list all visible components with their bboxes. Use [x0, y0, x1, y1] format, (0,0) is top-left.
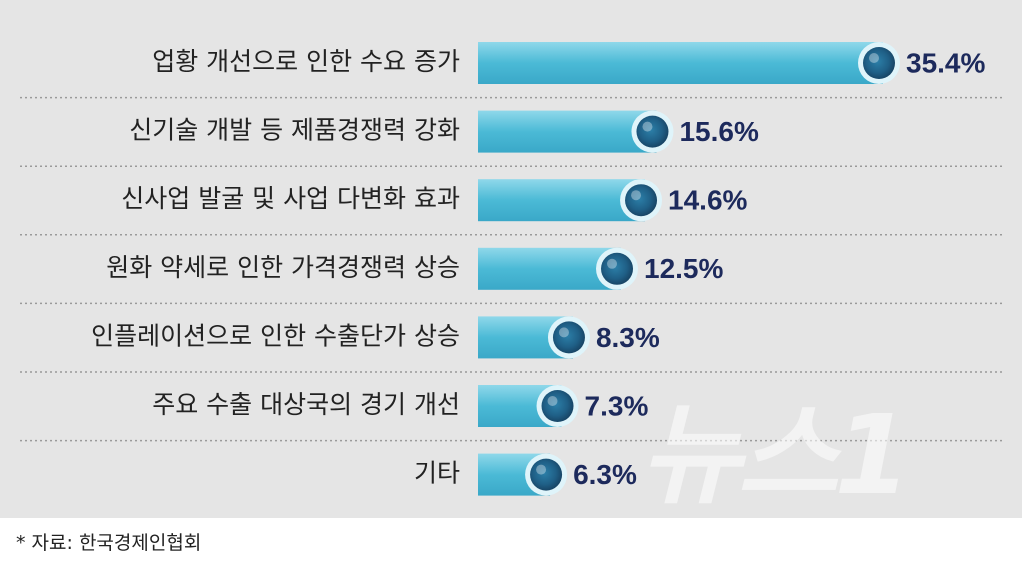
bar-end-highlight [607, 258, 618, 269]
value-label: 15.6% [679, 116, 758, 147]
value-label: 7.3% [585, 390, 649, 421]
bar-end-highlight [547, 396, 558, 406]
bar [478, 179, 646, 222]
bar-end-highlight [642, 121, 653, 132]
category-label: 기타 [414, 459, 460, 488]
category-label: 인플레이션으로 인한 수출단가 상승 [91, 321, 460, 350]
bar-end-knob [863, 47, 895, 79]
bar [478, 110, 657, 153]
bar [478, 42, 883, 84]
value-label: 14.6% [668, 185, 747, 216]
bar-end-knob [625, 184, 658, 217]
watermark: 뉴스1 [640, 391, 911, 519]
bar-end-knob [601, 252, 634, 285]
bar-end-knob [552, 321, 585, 354]
bar-end-highlight [631, 190, 642, 201]
bar-end-highlight [536, 464, 547, 475]
category-label: 원화 약세로 인한 가격경쟁력 상승 [106, 253, 460, 282]
value-label: 8.3% [596, 322, 660, 353]
bar-end-knob [541, 390, 574, 422]
source-note: * 자료: 한국경제인협회 [16, 532, 202, 554]
category-label: 신사업 발굴 및 사업 다변화 효과 [121, 184, 460, 213]
category-label: 주요 수출 대상국의 경기 개선 [152, 390, 460, 419]
bar-end-knob [530, 458, 563, 491]
category-label: 업황 개선으로 인한 수요 증가 [152, 47, 460, 76]
bar-chart: 업황 개선으로 인한 수요 증가 35.4% 신기술 개발 등 제품경쟁력 강화 15… [20, 42, 1002, 496]
category-label: 신기술 개발 등 제품경쟁력 강화 [129, 116, 460, 145]
value-label: 6.3% [573, 459, 637, 490]
bar-end-knob [636, 115, 669, 148]
value-label: 35.4% [906, 47, 985, 78]
bar-end-highlight [869, 53, 879, 63]
bar-end-highlight [558, 327, 569, 338]
chart-panel: 업황 개선으로 인한 수요 증가 35.4% 신기술 개발 등 제품경쟁력 강화 15… [0, 0, 1022, 518]
value-label: 12.5% [644, 253, 723, 284]
